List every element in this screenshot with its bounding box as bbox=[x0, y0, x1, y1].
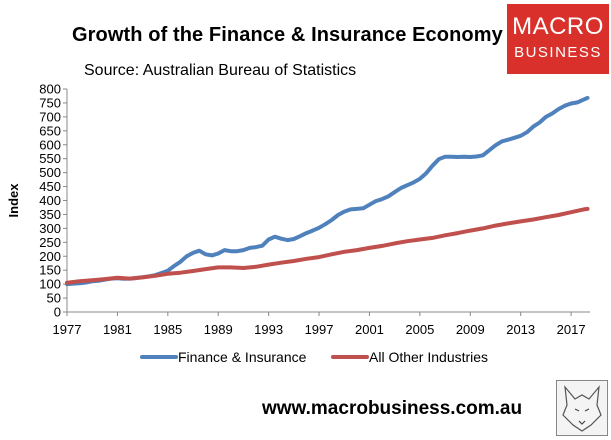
x-tick-label: 2017 bbox=[557, 322, 586, 337]
x-tick-label: 2005 bbox=[405, 322, 434, 337]
y-tick-label: 550 bbox=[39, 151, 61, 166]
x-tick-label: 1989 bbox=[204, 322, 233, 337]
y-tick-label: 650 bbox=[39, 123, 61, 138]
y-axis-label: Index bbox=[6, 183, 21, 218]
macrobusiness-logo: MACRO BUSINESS bbox=[507, 4, 609, 74]
y-tick-label: 300 bbox=[39, 221, 61, 236]
x-tick-label: 2001 bbox=[355, 322, 384, 337]
y-tick-label: 200 bbox=[39, 249, 61, 264]
y-tick-label: 450 bbox=[39, 179, 61, 194]
y-tick-label: 800 bbox=[39, 82, 61, 97]
website-url: www.macrobusiness.com.au bbox=[262, 398, 523, 419]
chart-legend: Finance & Insurance All Other Industries bbox=[140, 349, 488, 365]
series-line-all-other-industries bbox=[65, 206, 590, 285]
x-tick-label: 1997 bbox=[305, 322, 334, 337]
y-tick-label: 750 bbox=[39, 95, 61, 110]
y-tick-label: 150 bbox=[39, 263, 61, 278]
wolf-logo-icon bbox=[556, 380, 608, 436]
y-tick-label: 0 bbox=[54, 305, 61, 320]
x-tick-label: 1981 bbox=[103, 322, 132, 337]
y-tick-label: 50 bbox=[47, 291, 61, 306]
chart-source: Source: Australian Bureau of Statistics bbox=[84, 62, 357, 79]
y-tick-label: 500 bbox=[39, 165, 61, 180]
y-tick-label: 250 bbox=[39, 235, 61, 250]
y-tick-label: 600 bbox=[39, 137, 61, 152]
chart-axes: 0501001502002503003504004505005506006507… bbox=[6, 82, 590, 337]
logo-line-2: BUSINESS bbox=[514, 44, 602, 61]
x-tick-label: 1993 bbox=[254, 322, 283, 337]
y-tick-label: 100 bbox=[39, 277, 61, 292]
chart-title: Growth of the Finance & Insurance Econom… bbox=[72, 24, 503, 46]
chart-series-layer bbox=[65, 95, 590, 287]
y-tick-label: 350 bbox=[39, 207, 61, 222]
x-tick-label: 1977 bbox=[53, 322, 82, 337]
legend-label: Finance & Insurance bbox=[178, 349, 307, 365]
x-tick-label: 1985 bbox=[153, 322, 182, 337]
x-tick-label: 2013 bbox=[506, 322, 535, 337]
legend-label: All Other Industries bbox=[369, 349, 488, 365]
y-tick-label: 400 bbox=[39, 193, 61, 208]
y-tick-label: 700 bbox=[39, 109, 61, 124]
x-tick-label: 2009 bbox=[456, 322, 485, 337]
logo-line-1: MACRO bbox=[512, 13, 604, 40]
